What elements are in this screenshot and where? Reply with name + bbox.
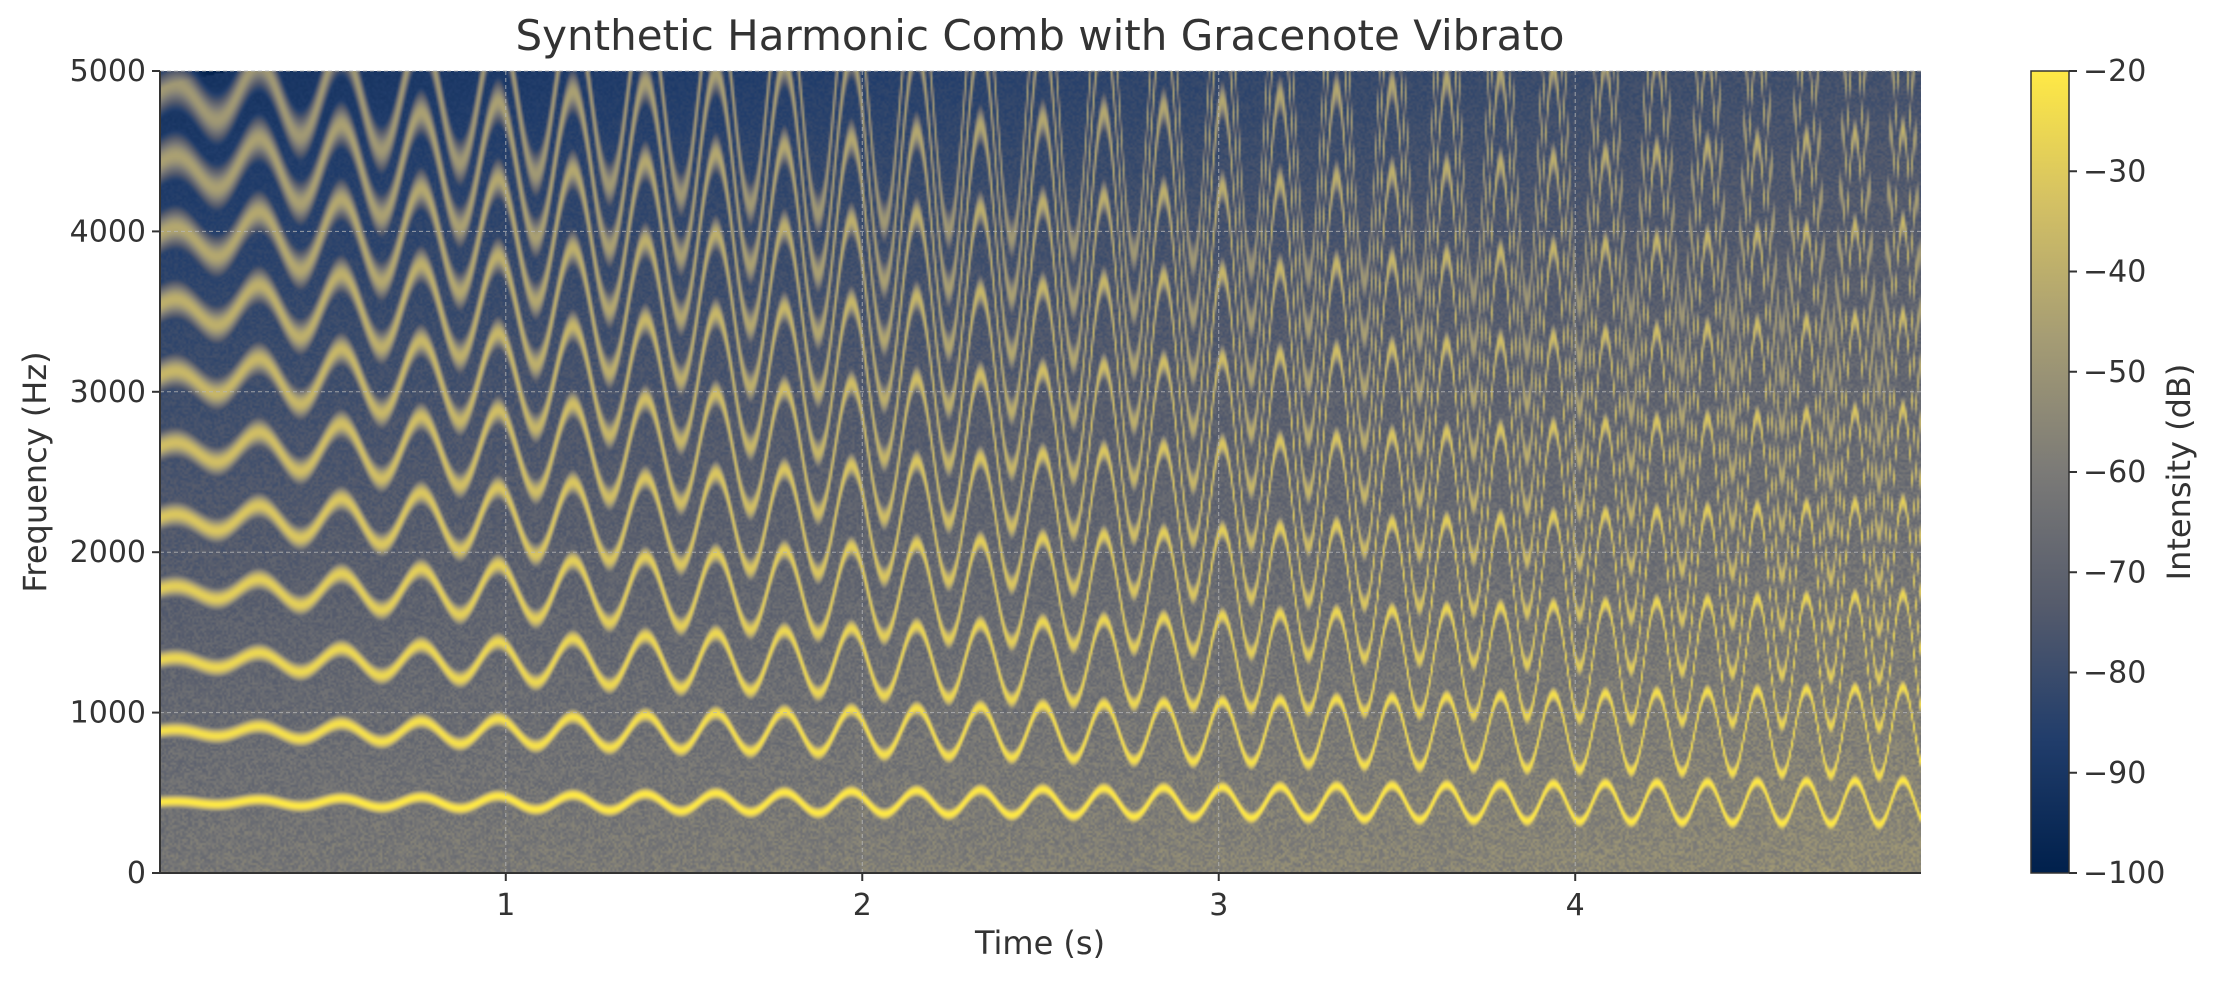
x-tick-label: 2 bbox=[853, 888, 872, 923]
y-tick-label: 3000 bbox=[70, 375, 146, 410]
y-ticks: 0 1000 2000 3000 4000 5000 bbox=[70, 54, 160, 891]
y-tick-label: 5000 bbox=[70, 54, 146, 89]
y-tick-label: 1000 bbox=[70, 696, 146, 731]
colorbar-tick-label: −40 bbox=[2083, 255, 2146, 290]
x-tick-label: 4 bbox=[1566, 888, 1585, 923]
colorbar-tick-label: −90 bbox=[2083, 756, 2146, 791]
colorbar-tick-label: −30 bbox=[2083, 154, 2146, 189]
colorbar-scale bbox=[2030, 70, 2070, 874]
colorbar-ticks: −20 −30 −40 −50 −60 −70 −80 −90 −100 bbox=[2069, 54, 2165, 891]
colorbar-tick-label: −50 bbox=[2083, 355, 2146, 390]
colorbar-tick-label: −60 bbox=[2083, 455, 2146, 490]
x-axis-label: Time (s) bbox=[974, 924, 1105, 962]
x-tick-label: 1 bbox=[496, 888, 515, 923]
colorbar-label: Intensity (dB) bbox=[2160, 364, 2198, 581]
colorbar-tick-label: −100 bbox=[2083, 856, 2165, 891]
x-ticks: 1 2 3 4 bbox=[496, 873, 1585, 923]
colorbar: −20 −30 −40 −50 −60 −70 −80 −90 −100 Intensity (… bbox=[2030, 54, 2198, 891]
colorbar-tick-label: −20 bbox=[2083, 54, 2146, 89]
y-tick-label: 2000 bbox=[70, 535, 146, 570]
plot-area bbox=[160, 70, 1921, 874]
chart-title: Synthetic Harmonic Comb with Gracenote V… bbox=[516, 11, 1565, 60]
grid-lines bbox=[160, 70, 1921, 874]
colorbar-tick-label: −70 bbox=[2083, 555, 2146, 590]
y-tick-label: 4000 bbox=[70, 214, 146, 249]
x-tick-label: 3 bbox=[1209, 888, 1228, 923]
colorbar-tick-label: −80 bbox=[2083, 656, 2146, 691]
axes: 1 2 3 4 0 1000 2000 3000 4000 5000 bbox=[70, 54, 1921, 923]
y-tick-label: 0 bbox=[127, 856, 146, 891]
y-axis-label: Frequency (Hz) bbox=[16, 351, 54, 592]
